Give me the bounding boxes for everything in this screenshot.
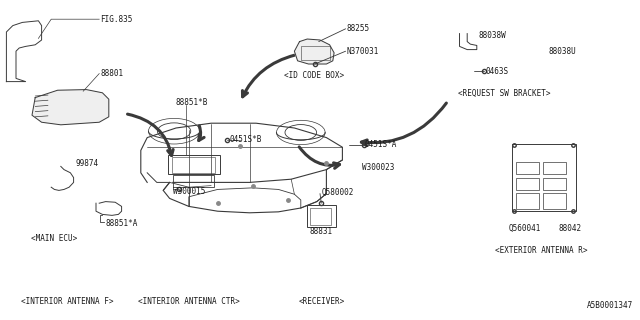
Bar	[543, 162, 566, 174]
Text: 0451S*B: 0451S*B	[229, 135, 262, 144]
Bar	[543, 178, 566, 190]
Text: FIG.835: FIG.835	[100, 15, 133, 24]
Text: <MAIN ECU>: <MAIN ECU>	[31, 234, 77, 243]
Text: 88038W: 88038W	[479, 31, 506, 40]
Text: N370031: N370031	[347, 47, 380, 56]
Text: 88851*A: 88851*A	[106, 220, 138, 228]
Text: <EXTERIOR ANTENNA R>: <EXTERIOR ANTENNA R>	[495, 246, 587, 255]
Text: 0463S: 0463S	[485, 67, 508, 76]
Text: 88255: 88255	[347, 24, 370, 33]
Text: 88038U: 88038U	[548, 47, 576, 56]
Bar	[307, 205, 336, 227]
Text: 99874: 99874	[76, 159, 99, 168]
FancyArrowPatch shape	[299, 147, 340, 168]
Text: 88801: 88801	[100, 69, 124, 78]
Polygon shape	[294, 39, 334, 64]
Text: 88042: 88042	[559, 224, 582, 233]
Text: <INTERIOR ANTENNA F>: <INTERIOR ANTENNA F>	[21, 297, 113, 306]
Text: <ID CODE BOX>: <ID CODE BOX>	[284, 71, 344, 80]
Text: 88851*B: 88851*B	[176, 98, 209, 107]
Bar	[168, 155, 220, 174]
Bar	[172, 157, 215, 173]
Bar	[516, 178, 539, 190]
Text: <RECEIVER>: <RECEIVER>	[298, 297, 344, 306]
FancyArrowPatch shape	[127, 114, 173, 156]
Text: Q560041: Q560041	[509, 224, 541, 233]
FancyArrowPatch shape	[199, 126, 204, 140]
Text: W300015: W300015	[173, 188, 205, 196]
Text: Q580002: Q580002	[321, 188, 354, 197]
Text: W300023: W300023	[362, 163, 394, 172]
Bar	[516, 193, 539, 209]
Bar	[301, 46, 330, 60]
Text: 88831: 88831	[309, 227, 332, 236]
Bar	[512, 144, 576, 211]
FancyArrowPatch shape	[243, 55, 295, 97]
Text: <INTERIOR ANTENNA CTR>: <INTERIOR ANTENNA CTR>	[138, 297, 239, 306]
Text: <REQUEST SW BRACKET>: <REQUEST SW BRACKET>	[458, 89, 551, 98]
Bar	[516, 162, 539, 174]
Polygon shape	[32, 90, 109, 125]
Bar	[310, 208, 331, 225]
Text: A5B0001347: A5B0001347	[588, 301, 634, 310]
FancyArrowPatch shape	[362, 103, 446, 146]
Text: 0451S*A: 0451S*A	[365, 140, 397, 149]
Bar	[543, 193, 566, 209]
Bar	[173, 175, 214, 187]
